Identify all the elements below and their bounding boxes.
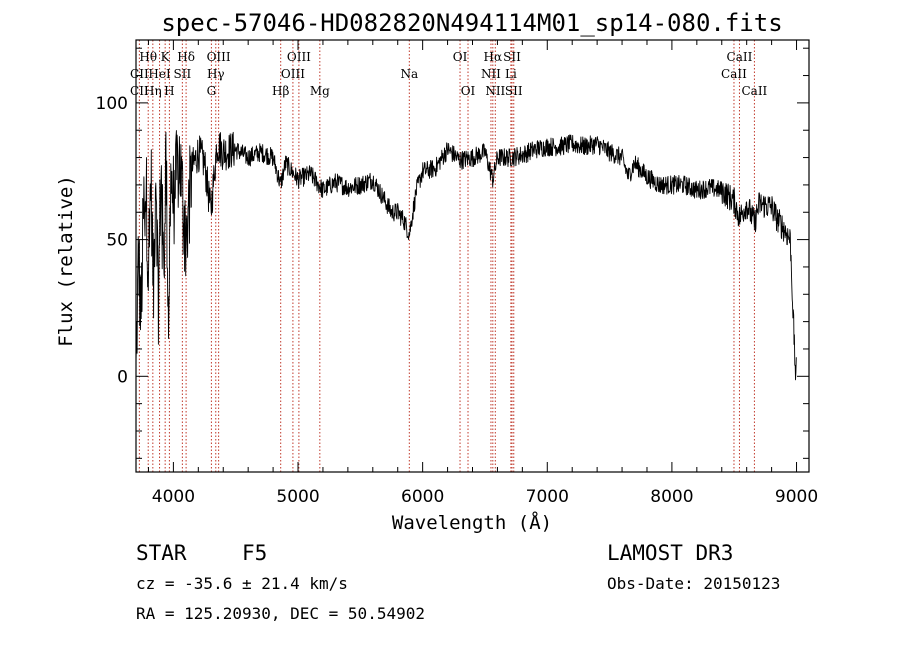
marker-label: SII <box>505 84 523 98</box>
marker-label: Hη <box>144 84 162 98</box>
marker-label: Hγ <box>207 67 225 81</box>
y-tick-label: 0 <box>117 367 128 387</box>
marker-label: OIII <box>281 67 305 81</box>
marker-label: CaII <box>741 84 767 98</box>
object-subclass: F5 <box>242 541 267 565</box>
y-axis-label: Flux (relative) <box>55 175 77 347</box>
marker-label: SII <box>174 67 192 81</box>
x-tick-label: 9000 <box>775 487 818 507</box>
marker-label: OI <box>453 50 468 64</box>
marker-label: CII <box>130 67 149 81</box>
marker-label: Hβ <box>272 84 289 98</box>
survey-name: LAMOST DR3 <box>607 541 733 565</box>
marker-label: Li <box>505 67 517 81</box>
plot-frame <box>135 39 810 473</box>
marker-label: H <box>164 84 174 98</box>
marker-label: OI <box>461 84 476 98</box>
marker-label: OIII <box>287 50 311 64</box>
redshift-velocity: cz = -35.6 ± 21.4 km/s <box>136 574 348 593</box>
y-tick-label: 50 <box>106 231 128 251</box>
marker-label: G <box>207 84 217 98</box>
marker-label: Hδ <box>177 50 195 64</box>
marker-label: K <box>161 50 171 64</box>
x-tick-label: 4000 <box>152 487 195 507</box>
x-tick-label: 8000 <box>650 487 693 507</box>
marker-label: SII <box>503 50 521 64</box>
chart-title: spec-57046-HD082820N494114M01_sp14-080.f… <box>161 9 782 37</box>
x-tick-label: 5000 <box>276 487 319 507</box>
marker-label: HeI <box>148 67 171 81</box>
marker-label: Hα <box>484 50 503 64</box>
object-class: STAR <box>136 541 187 565</box>
spectrum-layer <box>135 130 797 381</box>
marker-label: OIII <box>207 50 231 64</box>
marker-label: CaII <box>721 67 747 81</box>
line-markers <box>138 40 755 472</box>
marker-label: NII <box>485 84 505 98</box>
marker-label: CaII <box>727 50 753 64</box>
marker-label: Na <box>400 67 418 81</box>
observation-date: Obs-Date: 20150123 <box>607 574 780 593</box>
sky-coordinates: RA = 125.20930, DEC = 50.54902 <box>136 604 425 623</box>
marker-label: Hθ <box>139 50 157 64</box>
x-axis-label: Wavelength (Å) <box>392 511 552 534</box>
marker-label: CII <box>130 84 149 98</box>
x-tick-label: 6000 <box>401 487 444 507</box>
marker-label: Mg <box>310 84 330 98</box>
marker-label: NII <box>481 67 501 81</box>
axis-ticks: 4000 5000 6000 7000 8000 9000 0 50 100 <box>96 40 818 507</box>
spectrum-line <box>135 130 797 381</box>
x-tick-label: 7000 <box>526 487 569 507</box>
y-tick-label: 100 <box>96 94 128 114</box>
